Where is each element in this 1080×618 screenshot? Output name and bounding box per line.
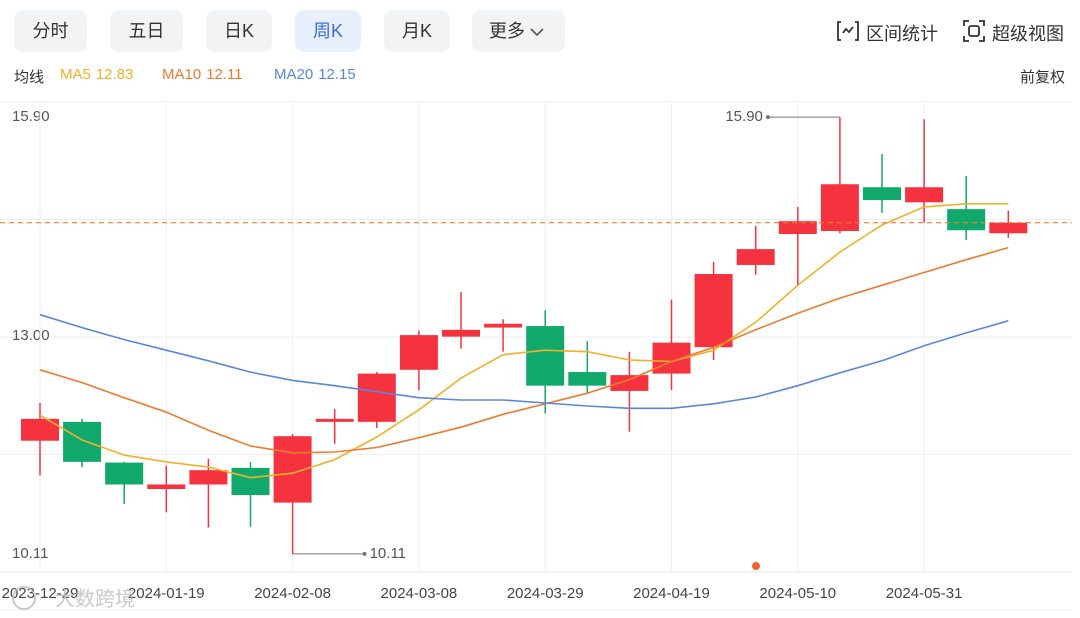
candle-body [231,467,270,496]
legend-value: 12.15 [318,66,356,83]
legend-value: 12.11 [206,66,243,83]
range-icon [837,21,859,41]
max-dot [765,115,770,120]
x-tick-label: 2024-03-08 [381,585,458,602]
legend-name: MA20 [274,66,314,83]
candle-body [863,187,901,201]
candle-body [736,249,775,265]
legend-item: MA5 12.83 [60,66,133,83]
watermark-icon [12,586,36,610]
candle-body [989,222,1028,234]
y-tick-label: 10.11 [12,545,48,562]
candle-body [905,187,944,203]
candle-body [778,221,817,235]
view-icon [963,20,985,42]
legend-name: MA10 [162,66,202,83]
candle-body [947,209,986,231]
candle-body [610,375,649,391]
x-tick-label: 2023-12-29 [2,585,79,602]
ma-line [39,203,1009,479]
candle-body [189,470,228,485]
ma-title: 均线 [14,69,45,86]
candle-body [21,418,59,441]
candle-body [105,462,144,485]
watermark: 大数跨境 [55,587,135,610]
candle-body [357,373,396,422]
x-tick-label: 2024-03-29 [507,585,584,602]
min-label: 10.11 [370,545,406,562]
max-label: 15.90 [725,108,763,125]
candle-body [820,184,859,232]
y-tick-label: 13.00 [12,327,50,344]
x-tick-label: 2024-05-10 [759,585,836,602]
candle-body [315,418,354,422]
chevron [530,28,544,37]
x-tick-label: 2024-01-19 [128,585,205,602]
tab[interactable]: 月K [384,10,450,52]
candle-body [694,274,733,348]
candle-body [568,372,607,386]
candle-body [147,484,186,490]
toolbar: 分时 五日 日K 周K 月K 更多 区间统计 超级视图 均线 MA5 12.83 M… [0,0,1080,100]
x-tick-label: 2024-02-08 [254,585,331,602]
candle-body [63,421,102,462]
tab[interactable]: 分时 [14,10,87,52]
candle-body [484,323,523,328]
legend-name: MA5 [60,66,91,83]
ma-line [39,246,1009,454]
x-tick-label: 2024-05-31 [886,585,963,602]
tool[interactable]: 区间统计 [866,24,938,44]
tab[interactable]: 日K [206,10,272,52]
candle-body [399,335,438,370]
ma-line [39,313,1009,410]
x-tick-label: 2024-04-19 [633,585,710,602]
candle-body [526,326,565,386]
candle-body [442,329,480,337]
legend-item: MA20 12.15 [274,66,356,83]
tab[interactable]: 更多 [472,10,565,52]
tool[interactable]: 超级视图 [992,24,1064,44]
legend-item: MA10 12.11 [162,66,243,83]
tab-label: 更多 [489,21,525,41]
event-dot [752,562,760,570]
legend-value: 12.83 [95,66,134,83]
min-dot [362,551,367,556]
adjust[interactable]: 前复权 [1020,69,1066,86]
y-tick-label: 15.90 [12,108,50,125]
tab[interactable]: 五日 [110,10,183,52]
tab[interactable]: 周K [295,10,361,52]
